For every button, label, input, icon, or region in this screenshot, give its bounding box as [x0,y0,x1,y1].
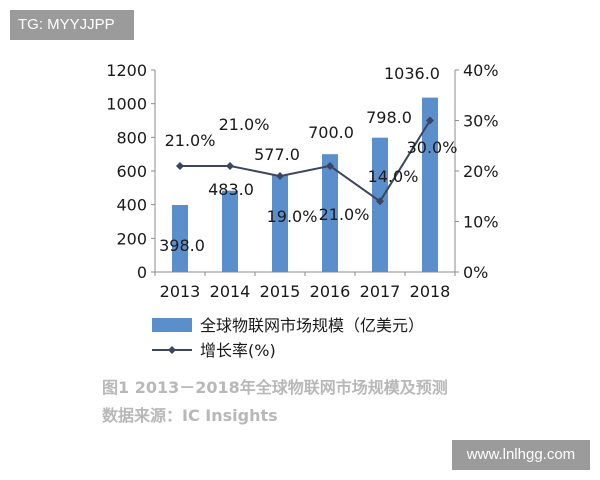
left-tick-label: 1000 [106,95,147,114]
growth-point [326,161,334,170]
growth-value-label: 14.0% [368,167,419,186]
x-tick-label: 2014 [210,282,251,301]
bar-value-label: 398.0 [159,236,205,255]
x-tick-label: 2015 [260,282,301,301]
data-labels: 398.0483.0577.0700.0798.01036.021.0%21.0… [159,64,457,255]
left-tick-label: 600 [116,162,147,181]
right-axis: 0% 10% 20% 30% 40% [454,61,499,282]
growth-value-label: 21.0% [219,115,270,134]
growth-line [176,116,434,206]
legend-line-label: 增长率(%) [200,341,276,360]
data-source: 数据来源：IC Insights [102,406,278,425]
bar [172,205,188,272]
figure-caption: 图1 2013－2018年全球物联网市场规模及预测 [102,378,448,397]
growth-point [376,197,384,206]
bar-value-label: 577.0 [254,145,300,164]
legend-bar-swatch [152,318,192,332]
growth-value-label: 21.0% [319,205,370,224]
growth-value-label: 30.0% [407,138,458,157]
growth-point [276,172,284,181]
left-tick-label: 200 [116,229,147,248]
watermark-top: TG: MYYJJPP [10,10,134,40]
x-tick-label: 2018 [410,282,451,301]
growth-value-label: 19.0% [267,207,318,226]
left-tick-label: 1200 [106,61,147,80]
x-tick-label: 2017 [360,282,401,301]
x-axis: 2013 2014 2015 2016 2017 2018 [154,271,456,301]
legend-bar-label: 全球物联网市场规模（亿美元） [200,316,424,335]
growth-point [176,161,184,170]
growth-value-label: 21.0% [165,131,216,150]
bar-value-label: 700.0 [308,123,354,142]
right-tick-label: 40% [463,61,499,80]
right-tick-label: 30% [463,112,499,131]
bar [222,190,238,272]
right-tick-label: 10% [463,213,499,232]
left-tick-label: 800 [116,128,147,147]
left-tick-label: 400 [116,196,147,215]
right-tick-label: 0% [463,263,488,282]
bar-value-label: 1036.0 [384,64,440,83]
bar [422,97,438,273]
growth-point [226,161,234,170]
legend: 全球物联网市场规模（亿美元） 增长率(%) [152,316,424,360]
growth-point [426,116,434,125]
right-tick-label: 20% [463,162,499,181]
x-tick-label: 2013 [160,282,201,301]
bar [272,174,288,272]
watermark-bottom: www.lnlhgg.com [452,440,590,470]
growth-line-path [180,119,431,203]
bar [322,154,338,272]
left-axis: 0 200 400 600 800 1000 1200 [106,61,156,282]
x-tick-label: 2016 [310,282,351,301]
left-tick-label: 0 [137,263,147,282]
legend-line-marker [168,346,176,354]
bar-value-label: 798.0 [366,108,412,127]
bar-value-label: 483.0 [208,180,254,199]
